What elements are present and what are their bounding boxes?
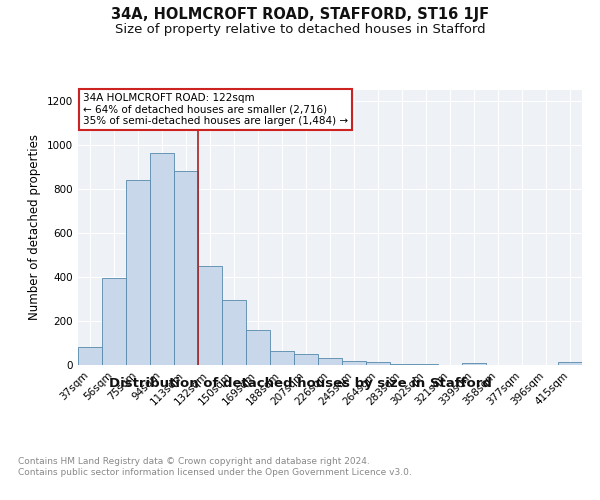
Bar — [342, 360, 366, 365]
Text: Size of property relative to detached houses in Stafford: Size of property relative to detached ho… — [115, 24, 485, 36]
Bar — [558, 362, 582, 365]
Text: Contains HM Land Registry data © Crown copyright and database right 2024.
Contai: Contains HM Land Registry data © Crown c… — [18, 458, 412, 477]
Text: 34A, HOLMCROFT ROAD, STAFFORD, ST16 1JF: 34A, HOLMCROFT ROAD, STAFFORD, ST16 1JF — [111, 8, 489, 22]
Bar — [414, 364, 438, 365]
Bar — [294, 354, 318, 365]
Bar — [126, 180, 150, 365]
Bar — [270, 351, 294, 365]
Text: Distribution of detached houses by size in Stafford: Distribution of detached houses by size … — [109, 378, 491, 390]
Bar — [222, 300, 246, 365]
Bar — [390, 364, 414, 365]
Y-axis label: Number of detached properties: Number of detached properties — [28, 134, 41, 320]
Bar — [366, 362, 390, 365]
Bar — [78, 348, 102, 365]
Bar — [174, 172, 198, 365]
Bar — [102, 278, 126, 365]
Text: 34A HOLMCROFT ROAD: 122sqm
← 64% of detached houses are smaller (2,716)
35% of s: 34A HOLMCROFT ROAD: 122sqm ← 64% of deta… — [83, 92, 348, 126]
Bar — [198, 266, 222, 365]
Bar — [318, 358, 342, 365]
Bar — [150, 152, 174, 365]
Bar — [462, 363, 486, 365]
Bar — [246, 330, 270, 365]
